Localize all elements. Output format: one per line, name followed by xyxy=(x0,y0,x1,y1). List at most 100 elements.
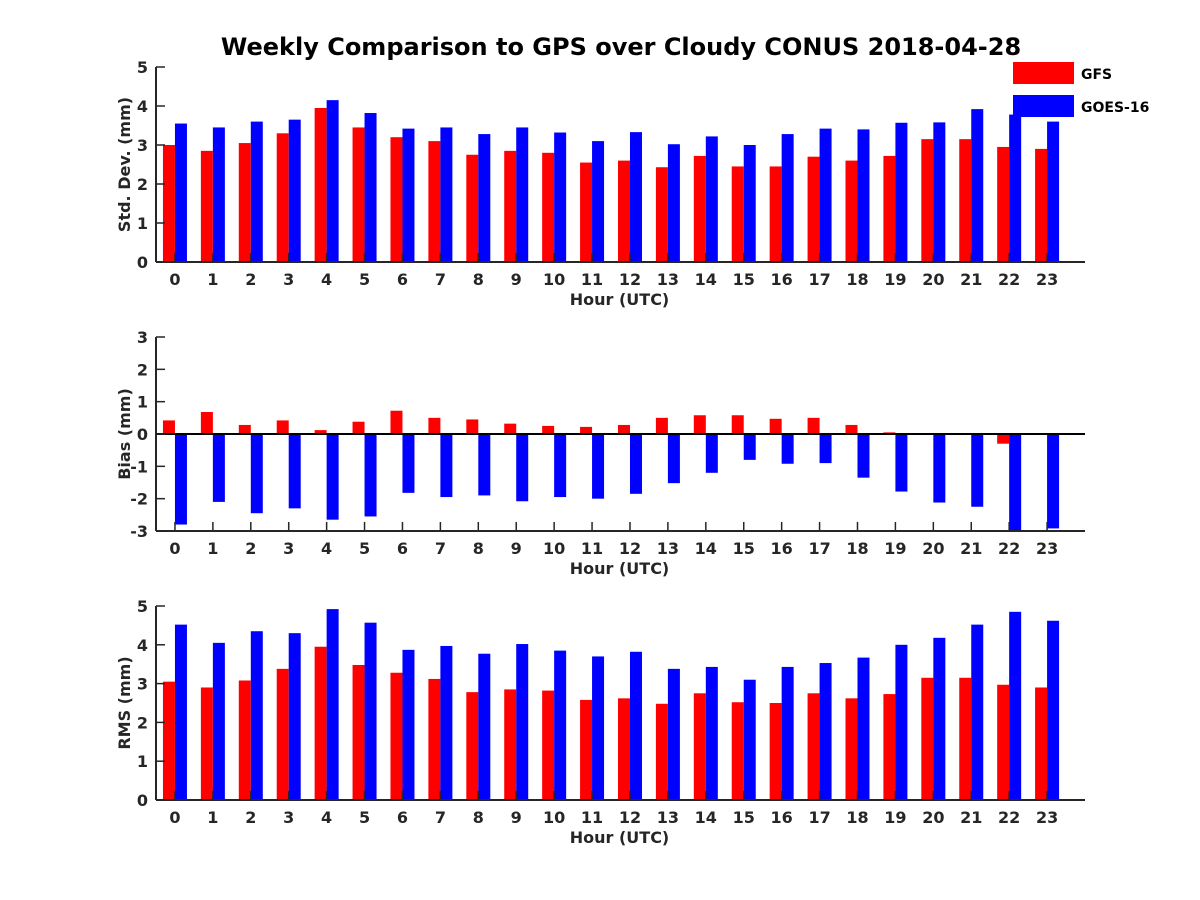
x-tick-label: 13 xyxy=(657,539,679,558)
bar-goes-16-hour-2 xyxy=(250,121,263,262)
bar-gfs-hour-2 xyxy=(238,143,251,262)
bar-goes-16-hour-21 xyxy=(971,624,984,800)
x-tick-label: 21 xyxy=(960,808,982,827)
x-tick-label: 13 xyxy=(657,808,679,827)
x-tick-label: 12 xyxy=(619,808,641,827)
bar-goes-16-hour-19 xyxy=(895,434,908,492)
bar-gfs-hour-3 xyxy=(276,420,289,434)
x-tick-label: 23 xyxy=(1036,808,1058,827)
x-tick-label: 10 xyxy=(543,270,565,289)
legend-swatch-goes-16 xyxy=(1013,95,1074,117)
x-tick-label: 3 xyxy=(283,808,294,827)
x-tick-label: 0 xyxy=(169,539,180,558)
bar-goes-16-hour-22 xyxy=(1009,434,1022,531)
bar-gfs-hour-17 xyxy=(807,156,820,262)
bar-gfs-hour-23 xyxy=(1035,148,1048,262)
x-tick-label: 1 xyxy=(207,808,218,827)
x-tick-label: 8 xyxy=(473,808,484,827)
bar-gfs-hour-1 xyxy=(200,150,213,262)
x-axis-label: Hour (UTC) xyxy=(570,828,670,847)
bar-goes-16-hour-6 xyxy=(402,434,415,493)
bar-gfs-hour-4 xyxy=(314,430,327,434)
bar-goes-16-hour-23 xyxy=(1047,620,1060,800)
bar-goes-16-hour-1 xyxy=(212,127,225,262)
bar-gfs-hour-18 xyxy=(845,424,858,434)
x-tick-label: 12 xyxy=(619,539,641,558)
x-axis-label: Hour (UTC) xyxy=(570,559,670,578)
x-tick-label: 6 xyxy=(397,539,408,558)
bar-goes-16-hour-12 xyxy=(629,651,642,800)
bar-gfs-hour-12 xyxy=(617,698,630,800)
bar-gfs-hour-9 xyxy=(504,150,517,262)
bar-gfs-hour-14 xyxy=(693,415,706,434)
legend-label-gfs: GFS xyxy=(1081,67,1112,83)
bar-goes-16-hour-17 xyxy=(819,128,832,262)
y-tick-label: 1 xyxy=(137,752,148,771)
x-tick-label: 8 xyxy=(473,270,484,289)
bar-gfs-hour-10 xyxy=(542,152,555,262)
x-tick-label: 15 xyxy=(733,539,755,558)
y-tick-label: 5 xyxy=(137,58,148,77)
bar-gfs-hour-23 xyxy=(1035,687,1048,800)
bar-goes-16-hour-17 xyxy=(819,663,832,800)
bar-gfs-hour-14 xyxy=(693,155,706,262)
bar-goes-16-hour-8 xyxy=(478,134,491,262)
y-tick-label: 4 xyxy=(137,636,148,655)
bar-gfs-hour-4 xyxy=(314,107,327,262)
bar-gfs-hour-17 xyxy=(807,417,820,434)
y-tick-label: 4 xyxy=(137,97,148,116)
x-tick-label: 9 xyxy=(511,270,522,289)
x-tick-label: 4 xyxy=(321,539,332,558)
bar-gfs-hour-17 xyxy=(807,693,820,800)
bar-goes-16-hour-11 xyxy=(592,656,605,800)
x-tick-label: 14 xyxy=(695,808,717,827)
x-tick-label: 2 xyxy=(245,539,256,558)
bar-goes-16-hour-0 xyxy=(174,624,187,800)
bar-goes-16-hour-16 xyxy=(781,434,794,464)
bar-goes-16-hour-7 xyxy=(440,645,453,800)
x-tick-label: 21 xyxy=(960,270,982,289)
bar-goes-16-hour-0 xyxy=(174,434,187,525)
bar-gfs-hour-10 xyxy=(542,425,555,434)
x-tick-label: 15 xyxy=(733,270,755,289)
bar-goes-16-hour-4 xyxy=(326,434,339,520)
bar-goes-16-hour-1 xyxy=(212,434,225,502)
x-tick-label: 1 xyxy=(207,539,218,558)
x-tick-label: 4 xyxy=(321,808,332,827)
y-tick-label: -2 xyxy=(130,490,148,509)
bar-gfs-hour-13 xyxy=(655,417,668,434)
bar-goes-16-hour-10 xyxy=(554,434,567,498)
bar-gfs-hour-0 xyxy=(162,420,175,434)
bar-gfs-hour-6 xyxy=(390,410,403,434)
y-tick-label: 3 xyxy=(137,675,148,694)
bar-gfs-hour-8 xyxy=(466,154,479,262)
bar-goes-16-hour-12 xyxy=(629,132,642,262)
bar-gfs-hour-6 xyxy=(390,137,403,262)
bar-gfs-hour-20 xyxy=(921,139,934,262)
bar-goes-16-hour-5 xyxy=(364,622,377,800)
bar-goes-16-hour-20 xyxy=(933,434,946,503)
x-tick-label: 10 xyxy=(543,539,565,558)
bar-goes-16-hour-13 xyxy=(667,668,680,800)
bar-goes-16-hour-10 xyxy=(554,132,567,262)
x-tick-label: 3 xyxy=(283,270,294,289)
bar-goes-16-hour-8 xyxy=(478,434,491,496)
bar-gfs-hour-15 xyxy=(731,702,744,800)
x-tick-label: 21 xyxy=(960,539,982,558)
bar-goes-16-hour-20 xyxy=(933,122,946,262)
y-tick-label: 2 xyxy=(137,175,148,194)
bar-gfs-hour-1 xyxy=(200,412,213,434)
bar-goes-16-hour-16 xyxy=(781,666,794,800)
bar-gfs-hour-9 xyxy=(504,689,517,800)
bar-goes-16-hour-3 xyxy=(288,633,301,800)
bar-goes-16-hour-9 xyxy=(516,644,529,800)
bar-goes-16-hour-12 xyxy=(629,434,642,494)
bar-gfs-hour-8 xyxy=(466,419,479,434)
bar-goes-16-hour-5 xyxy=(364,113,377,263)
bar-gfs-hour-10 xyxy=(542,690,555,800)
x-tick-label: 18 xyxy=(846,270,868,289)
bar-goes-16-hour-18 xyxy=(857,129,870,262)
y-tick-label: 3 xyxy=(137,136,148,155)
